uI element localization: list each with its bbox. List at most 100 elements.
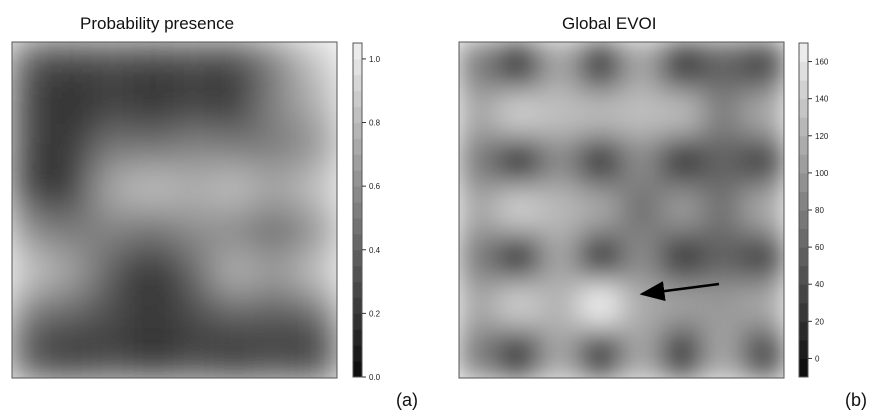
- a-cell: [51, 167, 95, 211]
- a-cell: [254, 209, 298, 253]
- b-colorbar-step: [799, 191, 808, 211]
- b-colorbar-tick-label: 140: [815, 95, 829, 104]
- a-cell: [173, 167, 217, 211]
- a-colorbar-step: [353, 265, 362, 283]
- a-cell: [51, 42, 95, 85]
- b-colorbar-step: [799, 154, 808, 174]
- colorbar-b: 0 20 40 60 80 100 120 140 160: [798, 42, 829, 378]
- b-colorbar-step: [799, 321, 808, 341]
- a-cell: [173, 83, 217, 127]
- b-cell: [498, 281, 542, 331]
- b-colorbar-step: [799, 172, 808, 192]
- a-colorbar-step: [353, 233, 362, 251]
- plot-frame-a: [11, 41, 338, 379]
- a-colorbar-tick-label: 0.4: [369, 246, 381, 255]
- a-colorbar-tick-label: 0.0: [369, 373, 381, 382]
- a-cell: [214, 251, 257, 295]
- b-cell: [459, 185, 501, 235]
- b-cell: [579, 137, 623, 187]
- b-cell: [742, 281, 784, 331]
- a-cell: [132, 293, 176, 337]
- a-colorbar-step: [353, 90, 362, 108]
- a-cell: [295, 125, 337, 169]
- b-cell: [701, 42, 745, 91]
- b-colorbar-tick-label: 60: [815, 243, 824, 252]
- a-colorbar-step: [353, 313, 362, 330]
- a-colorbar-step: [353, 43, 362, 60]
- a-colorbar-step: [353, 217, 362, 235]
- b-colorbar-step: [799, 210, 808, 230]
- b-colorbar-step: [799, 117, 808, 137]
- b-colorbar-step: [799, 339, 808, 359]
- a-cell: [12, 293, 54, 337]
- b-cell: [742, 137, 784, 187]
- a-cell: [92, 293, 135, 337]
- b-cell: [459, 233, 501, 283]
- a-cell: [12, 83, 54, 127]
- a-colorbar-step: [353, 345, 362, 362]
- a-cell: [12, 209, 54, 253]
- a-cell: [12, 251, 54, 295]
- b-cell: [539, 89, 582, 139]
- b-cell: [661, 89, 704, 139]
- b-cell: [498, 185, 542, 235]
- plot-frame-b: [458, 41, 785, 379]
- b-cell: [742, 329, 784, 378]
- a-colorbar-step: [353, 154, 362, 171]
- a-cell: [254, 167, 298, 211]
- b-cell: [661, 233, 704, 283]
- b-cell: [742, 42, 784, 91]
- a-cell: [173, 125, 217, 169]
- a-cell: [295, 335, 337, 378]
- b-cell: [459, 42, 501, 91]
- b-cell: [620, 42, 664, 91]
- a-cell: [132, 167, 176, 211]
- a-colorbar-frame: [352, 42, 363, 378]
- a-cell: [254, 42, 298, 85]
- a-cell: [214, 209, 257, 253]
- a-cell: [132, 209, 176, 253]
- b-cell: [742, 233, 784, 283]
- b-cell: [661, 137, 704, 187]
- a-cell: [173, 209, 217, 253]
- a-cell: [12, 125, 54, 169]
- a-colorbar-step: [353, 329, 362, 346]
- b-cell: [620, 329, 664, 378]
- a-cell: [214, 42, 257, 85]
- a-colorbar-step: [353, 361, 362, 378]
- a-cell: [92, 167, 135, 211]
- b-colorbar-step: [799, 265, 808, 285]
- a-colorbar-step: [353, 138, 362, 155]
- a-cell: [173, 251, 217, 295]
- chart-title-a: Probability presence: [80, 14, 235, 33]
- a-cell: [92, 83, 135, 127]
- a-colorbar-tick-label: 0.6: [369, 182, 381, 191]
- a-cell: [92, 42, 135, 85]
- b-colorbar-tick-label: 0: [815, 354, 820, 363]
- a-colorbar-step: [353, 58, 362, 76]
- b-colorbar-tick-label: 100: [815, 169, 829, 178]
- b-colorbar-step: [799, 43, 808, 63]
- b-cell: [459, 89, 501, 139]
- a-cell: [214, 293, 257, 337]
- b-cell: [701, 137, 745, 187]
- chart-title-b: Global EVOI: [562, 14, 657, 33]
- a-cell: [173, 293, 217, 337]
- b-colorbar-step: [799, 80, 808, 100]
- a-cell: [51, 125, 95, 169]
- b-cell: [539, 137, 582, 187]
- b-colorbar-tick-label: 120: [815, 132, 829, 141]
- b-cell: [620, 281, 664, 331]
- b-cell: [661, 185, 704, 235]
- b-colorbar-step: [799, 228, 808, 248]
- a-cell: [295, 42, 337, 85]
- b-cell: [498, 233, 542, 283]
- b-cell: [498, 42, 542, 91]
- a-cell: [51, 293, 95, 337]
- a-cell: [12, 335, 54, 378]
- a-cell: [214, 167, 257, 211]
- b-cell: [579, 233, 623, 283]
- a-cell: [12, 42, 54, 85]
- a-cell: [214, 83, 257, 127]
- b-cell: [661, 42, 704, 91]
